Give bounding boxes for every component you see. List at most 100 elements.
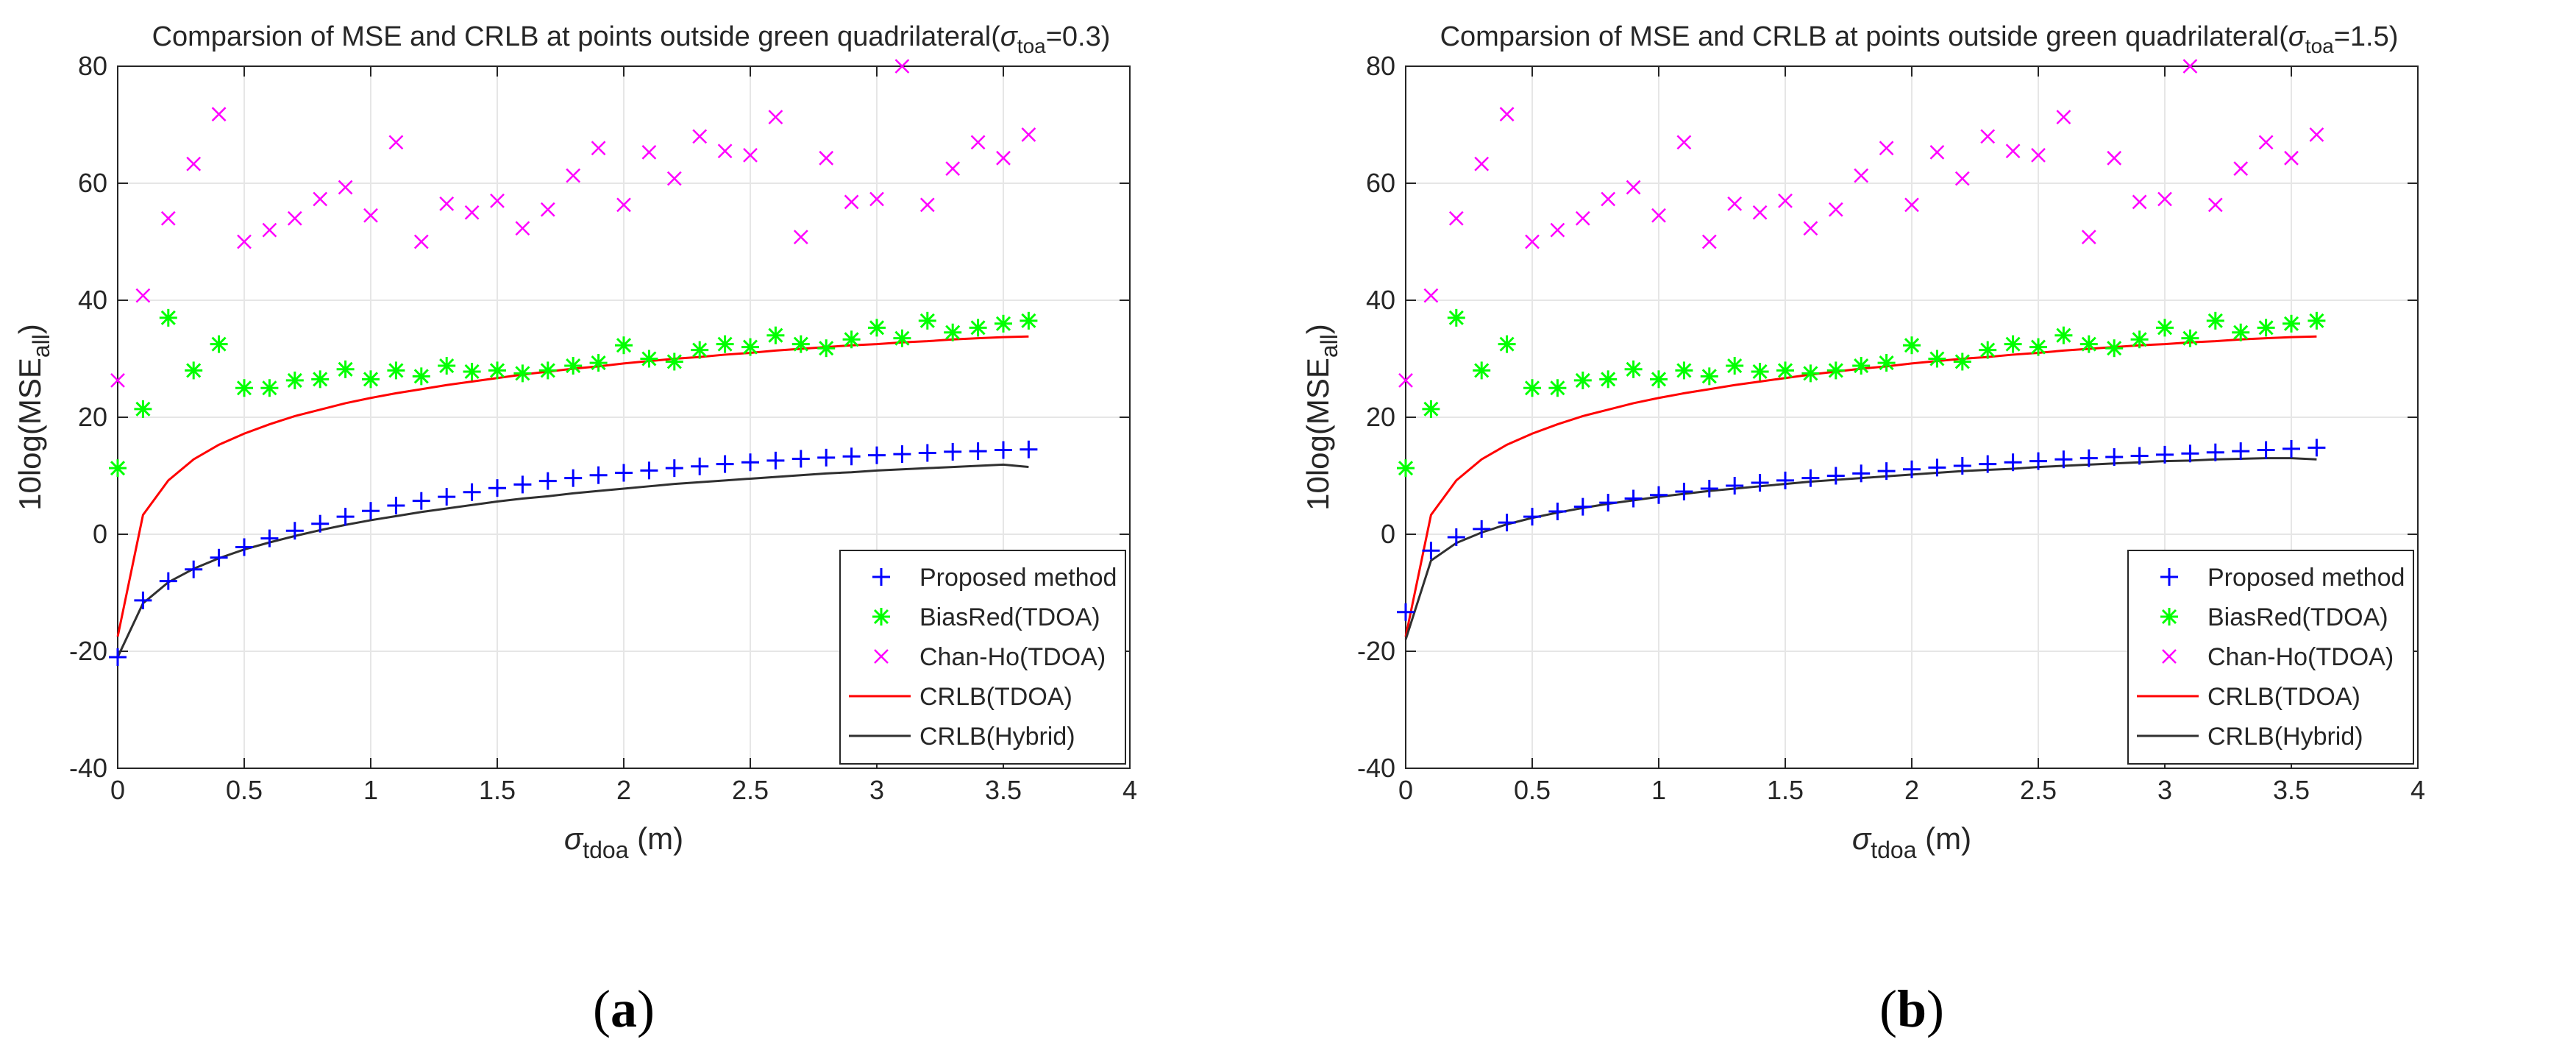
data-point <box>691 341 709 359</box>
data-point <box>1953 456 1971 475</box>
data-point <box>969 319 987 337</box>
x-tick-label: 1 <box>1651 775 1666 805</box>
data-point <box>1020 311 1038 330</box>
data-point <box>1398 373 1413 388</box>
data-point <box>894 59 910 74</box>
data-point <box>1548 502 1567 520</box>
x-tick-label: 2.5 <box>2020 775 2057 805</box>
data-point <box>1573 371 1592 389</box>
data-point <box>2206 443 2224 461</box>
data-point <box>1801 364 1820 383</box>
data-point <box>1852 357 1871 375</box>
data-point <box>109 459 127 478</box>
data-point <box>1422 542 1440 560</box>
data-point <box>513 364 532 383</box>
data-point <box>1877 462 1896 481</box>
legend-label: BiasRed(TDOA) <box>2207 603 2388 631</box>
data-point <box>2029 452 2047 470</box>
chart-title: Comparsion of MSE and CRLB at points out… <box>152 21 1111 57</box>
data-point <box>1726 357 1744 375</box>
data-point <box>1575 210 1590 226</box>
data-point <box>1701 234 1717 249</box>
data-point <box>1447 528 1465 546</box>
data-point <box>741 338 759 356</box>
y-tick-label: -40 <box>69 753 107 783</box>
data-point <box>185 560 203 578</box>
data-point <box>413 234 429 249</box>
data-point <box>2004 453 2022 472</box>
data-point <box>1852 464 1871 483</box>
data-point <box>285 371 304 389</box>
series-chan-ho-tdoa- <box>110 59 1036 388</box>
data-point <box>186 156 202 171</box>
panel-caption: (a) <box>593 979 655 1038</box>
data-point <box>362 370 380 389</box>
x-tick-label: 3 <box>869 775 884 805</box>
series-chan-ho-tdoa- <box>1398 59 2324 388</box>
data-point <box>2132 194 2147 210</box>
data-point <box>287 210 302 226</box>
data-point <box>691 457 709 475</box>
data-point <box>159 572 177 590</box>
data-point <box>2031 147 2046 163</box>
data-point <box>388 135 404 150</box>
data-point <box>1675 482 1693 500</box>
legend-label: CRLB(TDOA) <box>2207 683 2360 711</box>
data-point <box>666 171 682 186</box>
data-point <box>540 202 555 217</box>
data-point <box>488 361 506 380</box>
data-point <box>1651 208 1666 223</box>
legend-label: CRLB(Hybrid) <box>2207 723 2363 751</box>
data-point <box>1826 467 1845 485</box>
data-point <box>160 210 176 226</box>
data-point <box>1599 370 1618 389</box>
data-point <box>260 529 279 548</box>
series-biasred-tdoa- <box>109 308 1038 478</box>
data-point <box>1928 458 1946 477</box>
data-point <box>918 444 936 462</box>
data-point <box>336 360 355 378</box>
data-point <box>2283 314 2300 333</box>
data-point <box>995 441 1012 459</box>
data-point <box>564 469 583 487</box>
data-point <box>1778 193 1793 208</box>
data-point <box>1498 514 1516 532</box>
data-point <box>463 483 481 501</box>
chart-b: 0 0.5 1 1.5 2 2.5 3 3.5 4 -40 -20 0 20 40 60 80 Comparsi… <box>1301 21 2425 1038</box>
x-tick-label: 3 <box>2157 775 2172 805</box>
y-tick-label: 40 <box>78 285 107 315</box>
x-tick-label: 0.5 <box>1514 775 1551 805</box>
data-point <box>538 361 557 380</box>
legend-label: BiasRed(TDOA) <box>919 603 1100 631</box>
data-point <box>665 352 683 371</box>
data-point <box>210 335 228 353</box>
data-point <box>1473 520 1491 538</box>
data-point <box>1523 379 1541 397</box>
data-point <box>641 144 657 160</box>
data-point <box>185 361 203 380</box>
x-tick-label: 2.5 <box>732 775 769 805</box>
data-point <box>1752 205 1768 220</box>
data-point <box>944 442 962 461</box>
data-point <box>1954 171 1970 186</box>
data-point <box>616 197 631 213</box>
data-point <box>1903 336 1921 355</box>
x-tick-label: 3.5 <box>2273 775 2310 805</box>
data-point <box>2182 59 2198 74</box>
data-point <box>2181 444 2199 463</box>
data-point <box>640 461 658 480</box>
data-point <box>589 466 608 484</box>
legend-marker <box>2160 608 2178 626</box>
legend-label: CRLB(Hybrid) <box>919 723 1075 751</box>
data-point <box>2079 335 2098 353</box>
data-point <box>285 522 304 540</box>
data-point <box>1751 362 1769 380</box>
data-point <box>490 193 505 208</box>
x-axis-label: σtdoa (m) <box>564 821 683 863</box>
data-point <box>109 648 127 666</box>
chart-a: 0 0.5 1 1.5 2 2.5 3 3.5 4 -40 -20 0 20 40 60 80 Comparsi… <box>13 21 1137 1038</box>
data-point <box>1904 197 1919 213</box>
data-point <box>1928 350 1946 368</box>
data-point <box>1903 460 1921 478</box>
data-point <box>1498 335 1516 353</box>
